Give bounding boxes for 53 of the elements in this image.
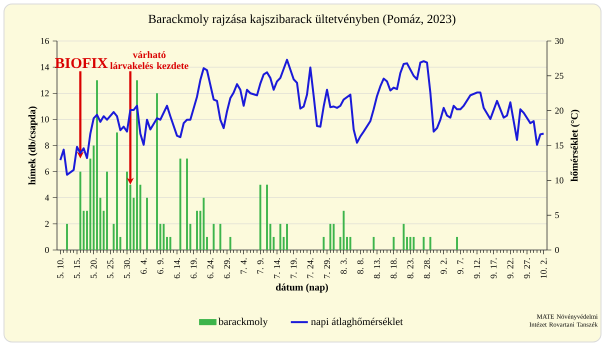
y-axis-title: hímek (db/csapda) bbox=[28, 106, 38, 185]
x-tick-label: 9. 12. bbox=[474, 258, 480, 278]
x-tick-label: 5. 10. bbox=[57, 258, 64, 278]
y-tick-label: 8 bbox=[45, 142, 49, 149]
chart-title: Barackmoly rajzása kajszibarack ültetvényben (Pomáz, 2023) bbox=[148, 14, 456, 26]
x-tick-label: 6. 19. bbox=[190, 258, 197, 278]
y2-tick-label: 0 bbox=[555, 246, 559, 254]
y-tick-label: 10 bbox=[41, 116, 49, 122]
x-tick-label: 6. 9. bbox=[157, 258, 164, 274]
x-tick-label: 5. 15. bbox=[74, 258, 80, 278]
x-tick-label: 9. 27. bbox=[524, 258, 530, 278]
x-tick-label: 7. 24. bbox=[307, 258, 314, 278]
y-tick-label: 12 bbox=[41, 90, 49, 96]
y2-tick-label: 10 bbox=[556, 177, 564, 184]
y-tick-label: 2 bbox=[45, 220, 49, 227]
x-tick-label: 6. 29. bbox=[224, 258, 230, 278]
y2-tick-label: 30 bbox=[555, 38, 564, 44]
x-tick-label: 9. 7. bbox=[457, 258, 464, 274]
annotation: várható lárvakelés kezdete bbox=[110, 51, 188, 70]
x-tick-label: 6. 4. bbox=[140, 258, 147, 274]
y2-tick-label: 15 bbox=[556, 142, 564, 149]
y2-axis-title: hőmérséklet (°C) bbox=[570, 110, 580, 182]
x-tick-label: 10. 2. bbox=[540, 258, 547, 278]
x-tick-label: 7. 14. bbox=[274, 258, 280, 278]
y2-tick-label: 20 bbox=[555, 108, 564, 114]
y-tick-label: 14 bbox=[41, 64, 50, 70]
x-tick-label: 9. 17. bbox=[490, 258, 497, 278]
legend-label: barackmoly bbox=[218, 318, 268, 328]
x-tick-label: 7. 9. bbox=[257, 258, 264, 274]
y2-tick-label: 25 bbox=[555, 72, 564, 79]
x-tick-label: 8. 23. bbox=[407, 258, 414, 278]
x-tick-label: 8. 13. bbox=[374, 258, 380, 278]
x-tick-label: 8. 3. bbox=[340, 258, 347, 274]
x-tick-label: 7. 19. bbox=[290, 258, 297, 278]
x-tick-label: 7. 29. bbox=[324, 258, 330, 278]
x-tick-label: 6. 24. bbox=[207, 258, 214, 278]
legend-label: napi átlaghőmérséklet bbox=[311, 318, 403, 328]
x-tick-label: 9. 22. bbox=[507, 258, 514, 278]
y-tick-label: 6 bbox=[45, 168, 49, 175]
x-tick-label: 5. 30. bbox=[124, 258, 130, 278]
x-tick-label: 9. 2. bbox=[440, 258, 447, 274]
y-tick-label: 0 bbox=[45, 246, 49, 254]
x-tick-label: 5. 25. bbox=[107, 258, 114, 278]
x-tick-label: 8. 18. bbox=[390, 258, 397, 278]
x-tick-label: 5. 20. bbox=[90, 258, 97, 278]
x-tick-label: 8. 28. bbox=[424, 258, 430, 278]
x-tick-label: 6. 14. bbox=[174, 258, 180, 278]
x-tick-label: 8. 8. bbox=[357, 258, 364, 274]
x-axis-title: dátum (nap) bbox=[276, 284, 328, 293]
y2-tick-label: 5 bbox=[555, 212, 559, 218]
x-tick-label: 7. 4. bbox=[240, 258, 247, 274]
y-tick-label: 4 bbox=[44, 194, 50, 201]
y-tick-label: 16 bbox=[41, 38, 49, 44]
